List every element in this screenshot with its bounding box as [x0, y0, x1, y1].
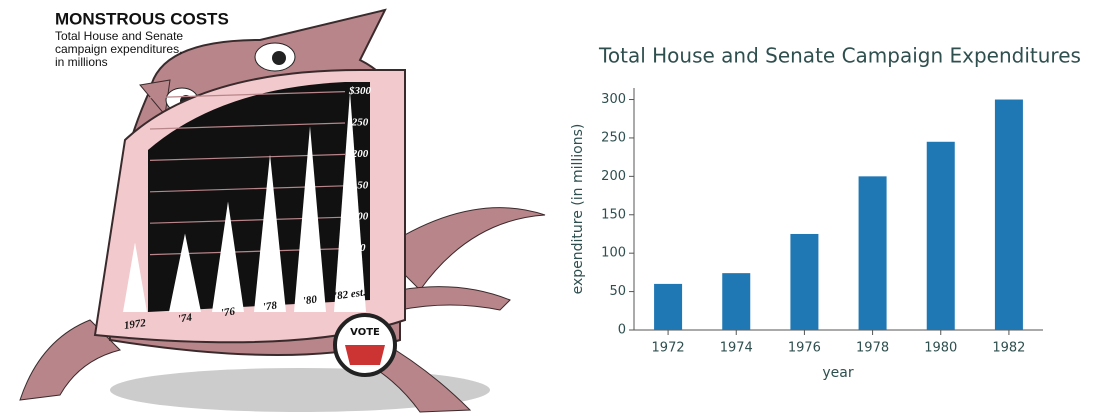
x-tick-label: '82 est. — [333, 286, 366, 302]
y-tick-label: 200 — [351, 148, 369, 160]
bar — [790, 233, 819, 330]
x-tick-label: '76 — [220, 306, 236, 320]
y-axis-label: expenditure (in millions) — [570, 124, 586, 295]
grid-line — [149, 91, 346, 99]
annotation: VOTE — [350, 327, 380, 338]
y-tick-label: 100 — [601, 246, 626, 261]
x-tick-label: 1974 — [720, 341, 753, 356]
bar — [858, 176, 887, 330]
x-tick-label: '78 — [262, 300, 278, 314]
subtitle-box: Total House and Senate campaign expendit… — [55, 30, 184, 69]
y-tick-label: $300 — [348, 85, 372, 97]
x-tick-label: 1982 — [992, 341, 1025, 356]
arm — [399, 286, 511, 311]
x-tick-label: 1972 — [123, 317, 147, 332]
spike — [334, 91, 366, 312]
y-tick-label: 0 — [618, 323, 626, 338]
x-tick-label: 1976 — [788, 341, 821, 356]
bar — [722, 273, 751, 330]
spike — [123, 242, 147, 312]
y-tick-label: 250 — [601, 130, 626, 145]
spike — [212, 201, 244, 312]
chart-title: Total House and Senate Campaign Expendit… — [598, 44, 1081, 68]
tail — [379, 207, 546, 291]
x-tick-label: '80 — [302, 294, 318, 308]
pupil — [272, 51, 286, 65]
y-tick-label: 50 — [609, 284, 626, 299]
x-tick-label: 1980 — [924, 341, 957, 356]
chart-subtitle: Total House and Senate campaign expendit… — [55, 30, 184, 69]
x-tick-label: 1978 — [856, 341, 889, 356]
spike — [169, 233, 201, 312]
spike — [254, 154, 286, 312]
grid-line — [149, 122, 346, 130]
y-tick-label: 200 — [601, 169, 626, 184]
leg — [19, 319, 121, 401]
x-axis-label: year — [822, 365, 853, 381]
spike — [294, 126, 326, 312]
chart-title: MONSTROUS COSTS — [55, 9, 229, 28]
x-tick-label: '74 — [177, 312, 193, 326]
y-tick-label: 250 — [351, 117, 369, 129]
button-stripes — [345, 345, 385, 365]
bar — [994, 99, 1023, 331]
y-tick-label: 300 — [601, 92, 626, 107]
y-tick-label: 150 — [601, 207, 626, 222]
bar — [926, 141, 955, 330]
x-tick-label: 1972 — [652, 341, 685, 356]
bar — [654, 283, 683, 330]
